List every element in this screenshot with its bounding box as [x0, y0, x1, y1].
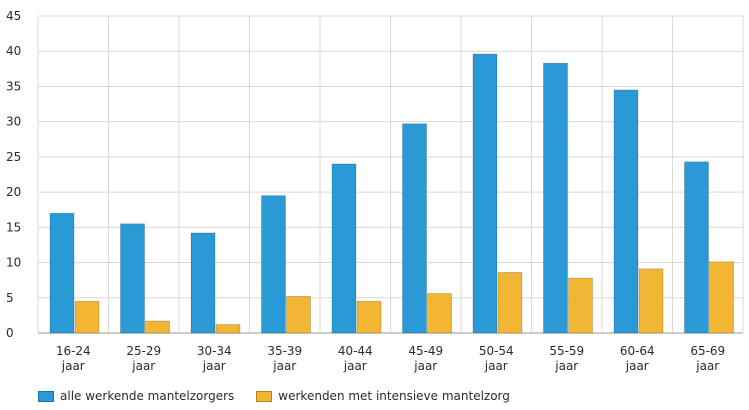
bar-series-2: [145, 320, 170, 334]
bar-series-1: [684, 161, 709, 334]
bar-series-2: [638, 268, 664, 334]
x-tick-label: 55-59 jaar: [549, 344, 584, 373]
y-tick-label: 25: [6, 150, 21, 164]
legend-label-series-1: alle werkende mantelzorgers: [60, 389, 235, 403]
x-tick-label: 16-24 jaar: [56, 344, 91, 373]
x-tick-label: 45-49 jaar: [408, 344, 443, 373]
bar-chart: 0 5 10 15 20 25 30 35 40 45 16-24 jaar 25-29 jaar 30-…: [6, 9, 744, 373]
bar-series-1: [190, 232, 216, 334]
legend: alle werkende mantelzorgers werkenden me…: [38, 389, 532, 403]
legend-item-series-1: alle werkende mantelzorgers: [38, 389, 234, 403]
bar-series-2: [74, 300, 100, 334]
bar-series-2: [568, 277, 593, 334]
x-tick-label: 50-54 jaar: [479, 344, 514, 373]
y-tick-label: 30: [6, 115, 21, 129]
bars: [49, 53, 734, 334]
x-tick-label: 60-64 jaar: [620, 344, 655, 373]
x-tick-label: 40-44 jaar: [338, 344, 373, 373]
y-axis-ticks: 0 5 10 15 20 25 30 35 40 45: [6, 9, 21, 340]
bar-series-1: [331, 163, 357, 334]
bar-series-2: [709, 261, 734, 334]
legend-swatch-series-1: [38, 390, 54, 402]
legend-swatch-series-2: [256, 390, 273, 402]
x-tick-label: 30-34 jaar: [197, 344, 232, 373]
bar-series-1: [120, 223, 145, 334]
y-tick-label: 15: [6, 220, 21, 234]
legend-item-series-2: werkenden met intensieve mantelzorg: [256, 389, 510, 403]
y-tick-label: 5: [6, 291, 14, 305]
y-tick-label: 20: [6, 185, 21, 199]
x-tick-label: 65-69 jaar: [690, 344, 725, 373]
y-tick-label: 40: [6, 44, 21, 58]
x-tick-label: 25-29 jaar: [126, 344, 161, 373]
bar-series-1: [261, 195, 286, 334]
y-tick-label: 10: [6, 256, 21, 270]
y-tick-label: 45: [6, 9, 21, 23]
bar-series-2: [427, 293, 452, 334]
x-tick-label: 35-39 jaar: [267, 344, 302, 373]
bar-series-2: [286, 296, 311, 334]
x-axis-ticks: 16-24 jaar 25-29 jaar 30-34 jaar 35-39 jaar 40-4…: [56, 344, 725, 373]
bar-series-2: [356, 300, 382, 334]
y-tick-label: 35: [6, 79, 21, 93]
bar-series-1: [613, 89, 639, 334]
bar-series-2: [497, 272, 523, 334]
y-tick-label: 0: [6, 326, 14, 340]
grid: [37, 15, 744, 334]
bar-series-1: [543, 62, 568, 334]
bar-series-2: [215, 324, 241, 334]
bar-series-1: [472, 53, 498, 334]
bar-series-1: [49, 212, 75, 334]
bar-series-1: [402, 123, 427, 334]
legend-label-series-2: werkenden met intensieve mantelzorg: [278, 389, 510, 403]
